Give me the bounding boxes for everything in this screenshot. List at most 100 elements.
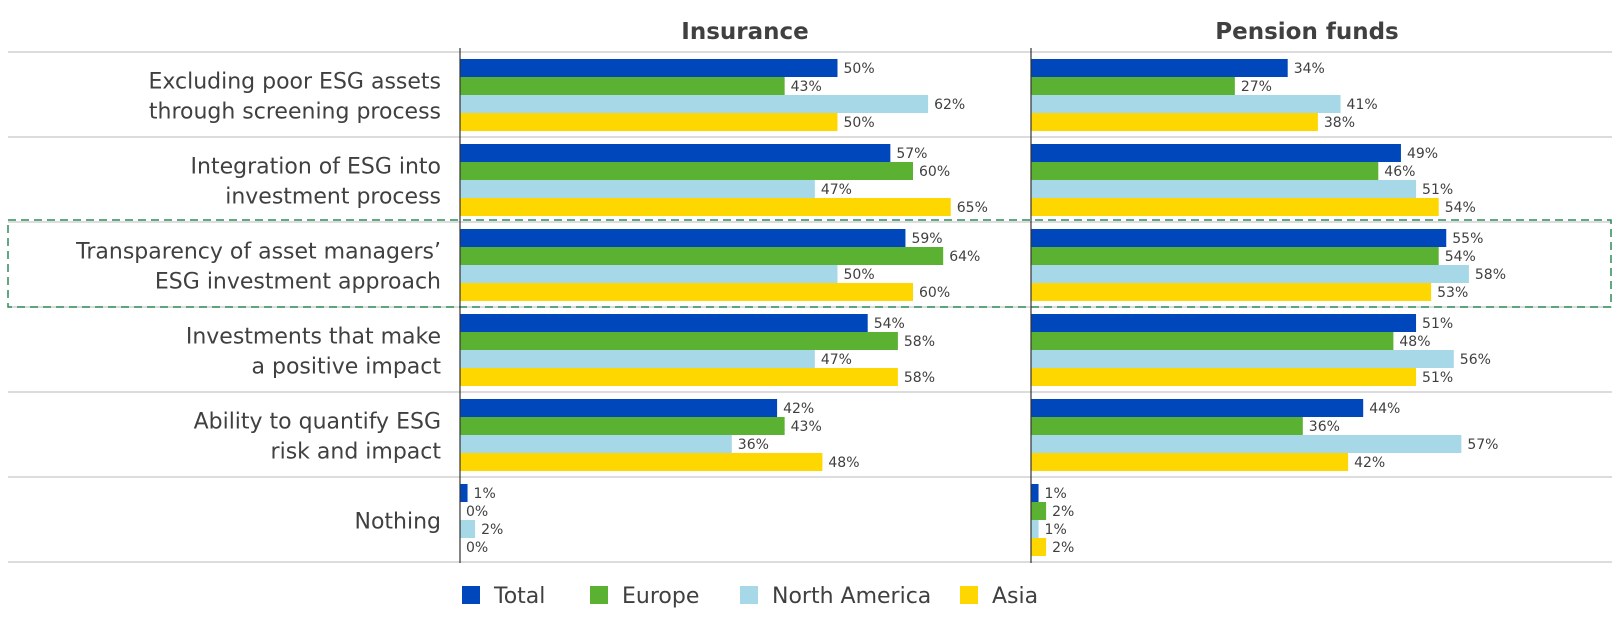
data-label: 60% [919, 164, 950, 180]
data-label: 36% [1309, 419, 1340, 435]
legend-swatch [740, 586, 758, 604]
data-label: 57% [1467, 437, 1498, 453]
bar-north-america [460, 180, 815, 198]
bar-asia [460, 368, 898, 386]
category-labels: Excluding poor ESG assets through screeni… [75, 70, 441, 535]
data-label: 57% [896, 146, 927, 162]
panel-title: Pension funds [1215, 19, 1399, 45]
data-label: 54% [1445, 249, 1476, 265]
bar-asia [1031, 538, 1047, 556]
bar-europe [460, 247, 944, 265]
bar-total [460, 59, 838, 77]
data-label: 50% [844, 61, 875, 77]
data-label: 48% [828, 455, 859, 471]
data-label: 48% [1399, 334, 1430, 350]
data-label: 47% [821, 352, 852, 368]
panel-titles: Insurance Pension funds [681, 19, 1398, 45]
bar-total [1031, 484, 1039, 502]
data-label: 51% [1422, 316, 1453, 332]
data-label: 42% [1354, 455, 1385, 471]
category-label: Integration of ESG into [191, 155, 441, 180]
data-label: 2% [1052, 540, 1074, 556]
data-label: 47% [821, 182, 852, 198]
bar-europe [460, 77, 785, 95]
data-label: 43% [791, 79, 822, 95]
category-label: Transparency of asset managers’ [75, 240, 441, 265]
bar-asia [460, 198, 951, 216]
category-label: Nothing [354, 510, 441, 535]
data-label: 41% [1347, 97, 1378, 113]
data-label: 60% [919, 285, 950, 301]
bar-north-america [460, 350, 815, 368]
bar-asia [1031, 113, 1318, 131]
category-label: a positive impact [252, 355, 442, 380]
data-label: 27% [1241, 79, 1272, 95]
panel-title: Insurance [681, 19, 808, 45]
data-label: 0% [466, 540, 488, 556]
bar-asia [460, 283, 913, 301]
bar-north-america [460, 95, 929, 113]
data-label: 51% [1422, 370, 1453, 386]
legend-label: Total [493, 584, 545, 609]
bar-asia [1031, 453, 1349, 471]
data-label: 49% [1407, 146, 1438, 162]
category-label: Ability to quantify ESG [194, 410, 441, 435]
data-label: 1% [474, 486, 496, 502]
bar-europe [1031, 502, 1047, 520]
bar-total [460, 399, 778, 417]
bar-north-america [1031, 180, 1417, 198]
data-label: 43% [791, 419, 822, 435]
bar-total [460, 314, 868, 332]
bar-asia [1031, 368, 1417, 386]
bar-north-america [1031, 350, 1454, 368]
bar-north-america [1031, 435, 1462, 453]
bar-north-america [1031, 95, 1341, 113]
data-label: 46% [1384, 164, 1415, 180]
data-label: 65% [957, 200, 988, 216]
data-label: 54% [1445, 200, 1476, 216]
data-label: 58% [904, 334, 935, 350]
category-label: Investments that make [186, 325, 441, 350]
bar-total [460, 229, 906, 247]
bar-north-america [460, 265, 838, 283]
bar-north-america [460, 435, 732, 453]
bar-total [1031, 144, 1401, 162]
bar-asia [1031, 283, 1432, 301]
bar-total [1031, 314, 1417, 332]
data-label: 44% [1369, 401, 1400, 417]
bar-europe [460, 332, 898, 350]
legend-swatch [960, 586, 978, 604]
bar-total [1031, 59, 1288, 77]
data-label: 58% [904, 370, 935, 386]
data-label: 58% [1475, 267, 1506, 283]
bar-total [460, 484, 468, 502]
data-label: 55% [1452, 231, 1483, 247]
category-label: ESG investment approach [155, 270, 441, 295]
bar-total [1031, 229, 1447, 247]
category-label: Excluding poor ESG assets [148, 70, 441, 95]
bar-total [460, 144, 891, 162]
legend-swatch [462, 586, 480, 604]
bar-europe [1031, 332, 1394, 350]
row-separators [8, 51, 1612, 563]
bar-asia [1031, 198, 1439, 216]
bars: 50% 57% 59% 54% 42% 1% 34% 49% 55% 51% 44% 1% 43% 60%… [460, 59, 1506, 556]
data-label: 38% [1324, 115, 1355, 131]
data-label: 53% [1437, 285, 1468, 301]
bar-total [1031, 399, 1364, 417]
bar-europe [1031, 247, 1439, 265]
category-label: risk and impact [271, 440, 442, 465]
bar-europe [460, 417, 785, 435]
data-label: 62% [934, 97, 965, 113]
data-label: 54% [874, 316, 905, 332]
data-label: 2% [481, 522, 503, 538]
legend: Total Europe North America Asia [462, 584, 1038, 609]
data-label: 59% [911, 231, 942, 247]
data-label: 34% [1294, 61, 1325, 77]
bar-north-america [460, 520, 476, 538]
category-label: investment process [225, 185, 441, 210]
bar-europe [460, 162, 913, 180]
data-label: 50% [844, 267, 875, 283]
data-label: 64% [949, 249, 980, 265]
data-label: 50% [844, 115, 875, 131]
